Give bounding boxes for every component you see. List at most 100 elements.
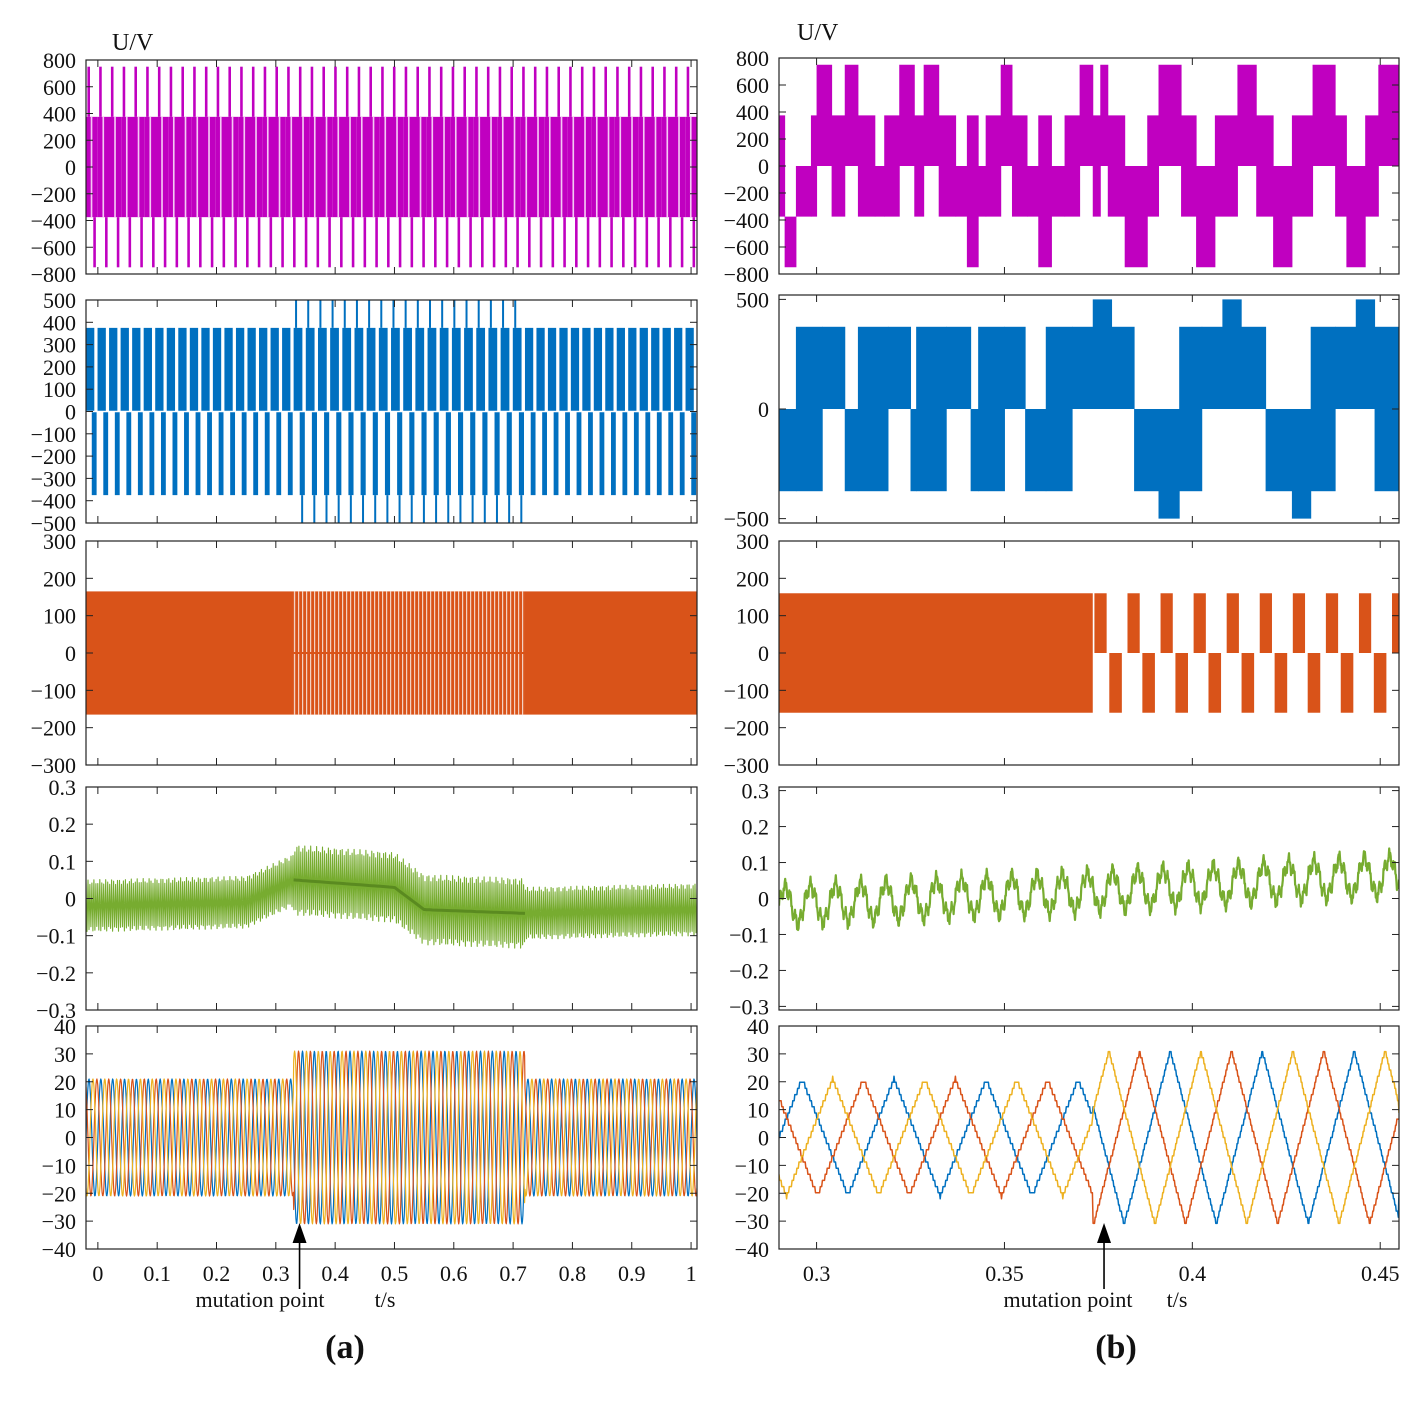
line-voltage-segment	[1179, 326, 1203, 492]
line-voltage-neg	[324, 411, 330, 496]
voltage-pulse-neg	[528, 217, 531, 268]
y-tick-label: 0	[758, 641, 769, 666]
line-voltage-pos	[500, 327, 510, 412]
phase-pulse-neg	[1274, 653, 1288, 713]
line-voltage-neg	[114, 411, 120, 496]
line-voltage-neg	[530, 411, 536, 496]
plot-body	[779, 593, 1399, 713]
line-voltage-neg	[264, 411, 270, 496]
x-tick-label: 0.8	[559, 1261, 587, 1286]
voltage-segment	[1064, 115, 1081, 217]
voltage-pulse-neg	[669, 217, 672, 268]
line-voltage-neg	[207, 411, 212, 496]
plot-frame	[778, 786, 1400, 1011]
voltage-pulse-pos	[486, 66, 490, 117]
voltage-pulse-pos	[475, 66, 478, 117]
y-tick-label: 0.2	[49, 812, 77, 837]
line-voltage-neg	[588, 411, 593, 496]
voltage-gap	[278, 116, 281, 218]
line-voltage-neg	[656, 411, 662, 496]
x-tick-label: 0.4	[1179, 1261, 1207, 1286]
line-voltage-neg	[241, 411, 247, 496]
phase-pulse-pos	[1292, 593, 1306, 653]
y-tick-label: −0.3	[729, 994, 769, 1019]
line-voltage-neg	[445, 411, 451, 496]
x-tick-label: 0.6	[440, 1261, 468, 1286]
voltage-pulse-neg	[293, 217, 296, 268]
y-tick-label: −300	[31, 466, 76, 491]
plot-a-3: 300 200 100 0 −100 −200 −300	[31, 529, 698, 778]
line-voltage-segment	[1111, 326, 1135, 409]
voltage-pulse-pos	[298, 66, 302, 117]
phase-pulse-pos	[1226, 593, 1239, 653]
line-voltage-segment	[1158, 409, 1180, 519]
voltage-pulse-neg	[116, 217, 120, 268]
voltage-segment	[1365, 115, 1379, 217]
line-voltage-pos	[166, 327, 176, 412]
voltage-segment	[1079, 64, 1094, 166]
line-voltage-segment	[946, 326, 972, 409]
voltage-pulse-neg	[105, 217, 108, 268]
y-axis-label: U/V	[112, 30, 154, 56]
y-tick-label: 0	[65, 641, 76, 666]
neutral-point-zoom-trace	[779, 847, 1399, 932]
voltage-pulse-pos	[439, 66, 443, 117]
line-voltage-segment	[795, 326, 823, 492]
line-voltage-pos	[451, 327, 461, 412]
voltage-pulse-neg	[222, 217, 226, 268]
voltage-gap	[642, 116, 645, 218]
y-tick-label: −20	[42, 1181, 76, 1206]
phase-pulse-neg	[1109, 653, 1122, 713]
voltage-segment	[810, 115, 818, 217]
phase-pulse-pos	[1193, 593, 1206, 653]
line-voltage-neg	[103, 411, 109, 496]
voltage-pulse-pos	[592, 66, 596, 117]
voltage-segment	[1346, 166, 1366, 268]
voltage-pulse-pos	[122, 66, 126, 117]
line-voltage-segment	[1291, 409, 1312, 519]
y-tick-label: 200	[43, 128, 76, 153]
y-tick-label: 10	[747, 1098, 769, 1123]
voltage-pulse-pos	[204, 66, 208, 117]
phase-pulse-pos	[1127, 593, 1140, 653]
voltage-pulse-pos	[216, 66, 220, 117]
line-voltage-neg	[172, 411, 178, 496]
voltage-segment	[938, 115, 957, 217]
plot-b-4: 0.3 0.2 0.1 0 −0.1 −0.2 −0.3	[729, 779, 1400, 1019]
voltage-gap	[196, 116, 199, 218]
voltage-segment	[857, 115, 876, 217]
voltage-gap	[384, 116, 387, 218]
voltage-gap	[302, 116, 304, 218]
line-voltage-neg	[360, 411, 366, 496]
voltage-pulse-pos	[287, 66, 290, 117]
y-tick-label: 100	[43, 604, 76, 629]
line-voltage-pos	[536, 327, 545, 412]
phase-pulse-neg	[1241, 653, 1255, 713]
y-tick-label: 200	[736, 127, 769, 152]
voltage-pulse-neg	[387, 217, 390, 268]
voltage-gap	[325, 116, 328, 218]
line-voltage-segment	[857, 326, 889, 492]
voltage-gap	[125, 116, 128, 218]
y-tick-label: 200	[43, 566, 76, 591]
line-voltage-pos	[616, 327, 625, 412]
line-voltage-pos	[259, 327, 268, 412]
y-tick-label: 0.1	[49, 849, 77, 874]
voltage-gap	[466, 116, 469, 218]
y-tick-label: 40	[54, 1014, 76, 1039]
voltage-pulse-pos	[322, 66, 325, 117]
line-voltage-neg	[645, 411, 651, 496]
caption-b: (b)	[1095, 1329, 1137, 1366]
y-tick-label: 600	[43, 75, 76, 100]
voltage-gap	[243, 116, 246, 218]
voltage-pulse-pos	[569, 66, 572, 117]
voltage-pulse-neg	[469, 217, 472, 268]
plot-frame	[85, 786, 698, 1011]
line-voltage-pos	[488, 327, 498, 412]
mutation-arrow-head	[1097, 1223, 1112, 1243]
y-tick-label: 0.3	[49, 775, 77, 800]
plot-a-4: 0.3 0.2 0.1 0 −0.1 −0.2 −0.3	[36, 775, 698, 1023]
voltage-pulse-neg	[434, 217, 437, 268]
voltage-segment	[1000, 64, 1013, 166]
line-voltage-pos	[97, 327, 106, 412]
